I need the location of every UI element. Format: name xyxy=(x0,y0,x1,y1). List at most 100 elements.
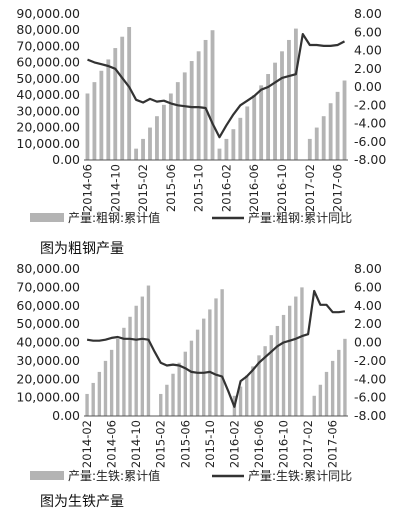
x-axis-tick-label: 2017-02 xyxy=(303,164,317,212)
x-axis-tick-label: 2014-10 xyxy=(129,420,143,468)
right-axis-tick-label: 6.00 xyxy=(354,24,382,39)
bar-mark xyxy=(269,335,273,416)
left-axis-tick-label: 30,000.00 xyxy=(16,103,80,118)
bar-mark xyxy=(161,104,166,160)
bar-mark xyxy=(321,116,326,160)
left-axis-tick-label: 70,000.00 xyxy=(16,38,80,53)
pig-iron-caption: 图为生铁产量 xyxy=(40,494,124,510)
legend-bar-label: 产量:生铁:累计值 xyxy=(68,468,160,483)
legend-line-label: 产量:粗钢:累计同比 xyxy=(248,211,352,225)
bar-mark xyxy=(231,129,236,160)
right-axis-tick-label: -4.00 xyxy=(354,116,386,131)
bar-mark xyxy=(337,349,341,416)
x-axis-tick-label: 2017-06 xyxy=(326,420,340,468)
x-axis-tick-label: 2014-02 xyxy=(80,420,94,468)
bar-mark xyxy=(122,327,126,416)
bar-mark xyxy=(116,338,120,416)
bar-mark xyxy=(220,289,224,416)
bar-mark xyxy=(300,287,304,416)
bar-mark xyxy=(183,351,187,416)
x-axis-tick-label: 2016-10 xyxy=(277,420,291,468)
right-axis-tick-label: 0.00 xyxy=(354,335,382,350)
bar-mark xyxy=(251,366,255,416)
yoy-line xyxy=(87,32,346,139)
bar-mark xyxy=(217,148,222,160)
bar-mark xyxy=(155,116,159,160)
left-axis-tick-label: 0.00 xyxy=(52,152,80,167)
bar-mark xyxy=(91,382,95,416)
x-axis-tick-label: 2016-06 xyxy=(247,164,261,212)
left-axis-tick-label: 60,000.00 xyxy=(16,298,80,313)
left-axis-tick-label: 80,000.00 xyxy=(16,22,80,37)
left-axis-tick-label: 10,000.00 xyxy=(16,136,80,151)
bar-mark xyxy=(99,70,104,160)
left-axis-tick-label: 20,000.00 xyxy=(16,371,80,386)
bar-mark xyxy=(177,362,181,416)
right-axis-tick-label: 8.00 xyxy=(354,6,382,21)
bar-mark xyxy=(134,148,139,160)
right-axis-tick-label: 0.00 xyxy=(354,79,382,94)
bar-mark xyxy=(92,82,97,160)
bar-mark xyxy=(314,127,319,160)
x-axis-tick-label: 2016-02 xyxy=(227,420,241,468)
bar-mark xyxy=(294,296,298,416)
left-axis-tick-label: 60,000.00 xyxy=(16,55,80,70)
bar-mark xyxy=(257,355,261,416)
bar-mark xyxy=(148,127,152,160)
x-axis-tick-label: 2016-06 xyxy=(252,420,266,468)
left-axis-tick-label: 40,000.00 xyxy=(16,87,80,102)
bar-mark xyxy=(275,325,280,416)
bar-mark xyxy=(318,384,323,416)
right-axis-tick-label: 2.00 xyxy=(354,61,382,76)
right-axis-tick-label: 2.00 xyxy=(354,316,382,331)
bar-mark xyxy=(159,393,163,416)
bar-mark xyxy=(189,61,194,160)
yoy-line xyxy=(86,289,346,408)
right-axis-tick-label: 4.00 xyxy=(354,298,382,313)
bar-mark xyxy=(210,30,215,160)
left-axis-tick-label: 90,000.00 xyxy=(16,6,80,21)
crude-steel-chart-panel: 0.00 10,000.00 20,000.00 30,000.00 40,000.00… xyxy=(0,0,407,240)
left-axis-tick-label: 50,000.00 xyxy=(16,316,80,331)
x-axis-tick-label: 2015-06 xyxy=(164,164,178,212)
right-axis-tick-label: -6.00 xyxy=(354,390,386,405)
bar-mark xyxy=(113,48,118,160)
bar-mark xyxy=(109,349,114,416)
x-axis-tick-label: 2016-02 xyxy=(219,164,233,212)
bar-mark xyxy=(281,314,286,416)
bar-mark xyxy=(245,375,249,416)
bar-mark xyxy=(134,305,138,416)
bar-mark xyxy=(141,138,145,160)
bar-mark xyxy=(182,72,187,160)
bar-mark xyxy=(330,360,335,416)
bar-mark xyxy=(202,318,206,416)
bar-mark xyxy=(120,36,125,160)
bar-mark xyxy=(85,393,89,416)
legend-bar-swatch xyxy=(30,213,64,222)
x-axis-tick-label: 2015-06 xyxy=(178,420,192,468)
bar-mark xyxy=(106,59,111,160)
bar-mark xyxy=(266,74,271,160)
right-axis-tick-label: -2.00 xyxy=(354,353,386,368)
bar-mark xyxy=(238,386,243,416)
bar-mark xyxy=(324,371,329,416)
x-axis-tick-label: 2015-02 xyxy=(136,164,150,212)
bar-mark xyxy=(224,138,229,160)
bar-mark xyxy=(287,305,292,416)
bar-mark xyxy=(238,117,243,160)
bar-mark xyxy=(245,106,250,160)
bar-mark xyxy=(252,95,257,160)
left-axis-tick-label: 40,000.00 xyxy=(16,335,80,350)
bar-mark xyxy=(175,82,180,160)
left-axis-tick-label: 50,000.00 xyxy=(16,71,80,86)
bar-mark xyxy=(214,298,218,416)
right-axis-tick-label: 8.00 xyxy=(354,261,382,276)
x-axis-tick-label: 2017-06 xyxy=(331,164,345,212)
bar-mark xyxy=(287,39,291,161)
bar-mark xyxy=(103,360,108,416)
bar-mark xyxy=(328,103,333,160)
left-axis-tick-label: 30,000.00 xyxy=(16,353,80,368)
x-axis-tick-label: 2016-10 xyxy=(275,164,289,212)
legend-bar-swatch xyxy=(30,471,64,480)
right-axis-tick-label: -4.00 xyxy=(354,371,386,386)
